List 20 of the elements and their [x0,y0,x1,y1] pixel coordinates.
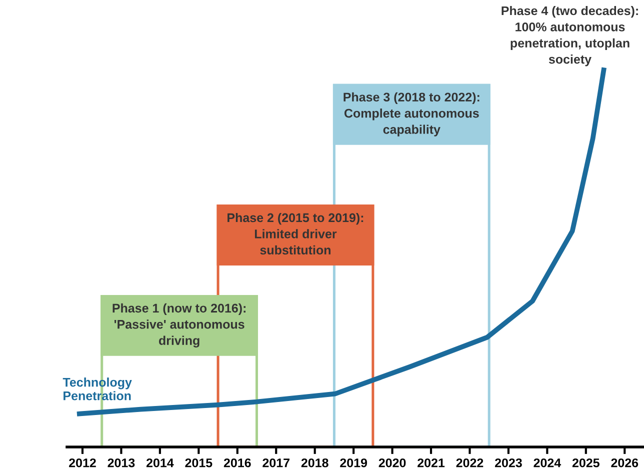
x-tick-label: 2020 [378,458,406,468]
band-label: Phase 2 (2015 to 2019): Limited driver substitution [228,212,364,255]
x-tick-label: 2012 [69,458,96,468]
text: Phase 4 (two decades): 100% autonomous penetration, utoplan society [502,6,638,66]
x-tick-label: 2022 [456,458,484,468]
x-tick-label: 2015 [185,458,212,468]
band-label: Phase 1 (now to 2016): 'Passive' autonomous driving [112,303,246,348]
band-label: Phase 3 (2018 to 2022): Complete autonomous capability [344,92,480,136]
x-tick-label: 2023 [494,458,522,468]
x-tick-label: 2018 [301,458,328,468]
x-tick-label: 2016 [224,458,251,468]
x-tick-label: 2014 [146,458,174,468]
series-label: Technology Penetration [62,378,132,400]
x-tick-label: 2025 [572,458,600,468]
x-tick-label: 2021 [418,458,445,468]
x-tick-label: 2024 [534,458,562,468]
x-tick-label: 2026 [611,458,638,468]
x-tick-label: 2013 [108,458,135,468]
x-tick-label: 2019 [340,458,368,468]
x-tick-label: 2017 [262,458,290,468]
